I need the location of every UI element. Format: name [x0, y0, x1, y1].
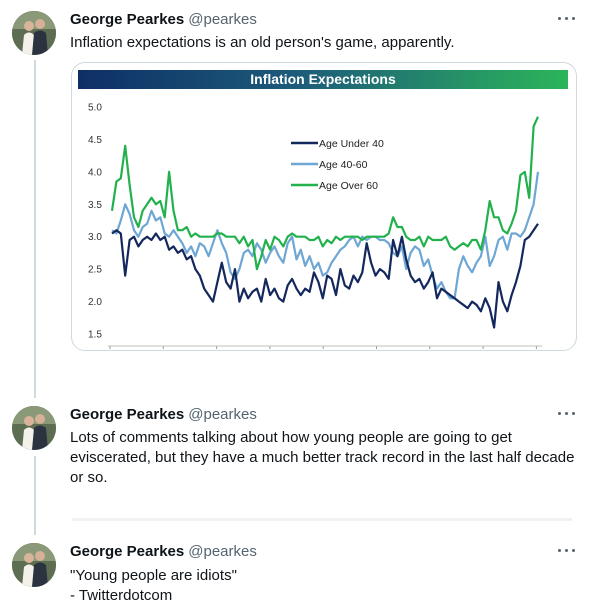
chart-title: Inflation Expectations: [78, 70, 568, 89]
author-name[interactable]: George Pearkes: [70, 406, 185, 423]
y-tick-label: 2.5: [88, 265, 102, 276]
thread-line-2: [34, 456, 36, 535]
legend-label: Age Under 40: [319, 138, 384, 150]
tweet-header: George Pearkes @pearkes: [70, 406, 257, 423]
chart-image[interactable]: Inflation Expectations 5.0 4.5 4.0 3.5 3.0 2.…: [71, 62, 577, 351]
author-handle[interactable]: @pearkes: [188, 406, 257, 423]
y-tick-label: 3.5: [88, 200, 102, 211]
y-tick-label: 5.0: [88, 103, 102, 114]
y-tick-label: 4.0: [88, 167, 102, 178]
tweet-text: "Young people are idiots" - Twitterdotco…: [70, 567, 237, 604]
avatar[interactable]: [12, 406, 56, 450]
avatar-photo: [12, 543, 56, 587]
more-options-button[interactable]: [556, 407, 578, 421]
legend-label: Age Over 60: [319, 180, 378, 192]
legend-label: Age 40-60: [319, 159, 368, 171]
tweet-header: George Pearkes @pearkes: [70, 11, 257, 28]
series-line-1: [111, 223, 539, 329]
series-line-2: [111, 171, 540, 300]
avatar[interactable]: [12, 11, 56, 55]
faded-divider: [72, 518, 572, 521]
y-tick-label: 1.5: [88, 330, 102, 341]
author-handle[interactable]: @pearkes: [188, 11, 257, 28]
more-options-button[interactable]: [556, 544, 578, 558]
tweet-header: George Pearkes @pearkes: [70, 543, 257, 560]
author-name[interactable]: George Pearkes: [70, 543, 185, 560]
y-tick-label: 2.0: [88, 297, 102, 308]
series-line-3: [110, 116, 540, 271]
thread-line-1: [34, 60, 36, 398]
tweet-text: Lots of comments talking about how young…: [70, 429, 575, 486]
y-tick-label: 3.0: [88, 232, 102, 243]
avatar[interactable]: [12, 543, 56, 587]
tweet-text: Inflation expectations is an old person'…: [70, 34, 455, 51]
avatar-photo: [12, 406, 56, 450]
line-chart: 5.0 4.5 4.0 3.5 3.0 2.5 2.0 1.5 Age Under 40 Age…: [88, 103, 542, 349]
y-tick-label: 4.5: [88, 135, 102, 146]
author-name[interactable]: George Pearkes: [70, 11, 185, 28]
author-handle[interactable]: @pearkes: [188, 543, 257, 560]
more-options-button[interactable]: [556, 12, 578, 26]
avatar-photo: [12, 11, 56, 55]
